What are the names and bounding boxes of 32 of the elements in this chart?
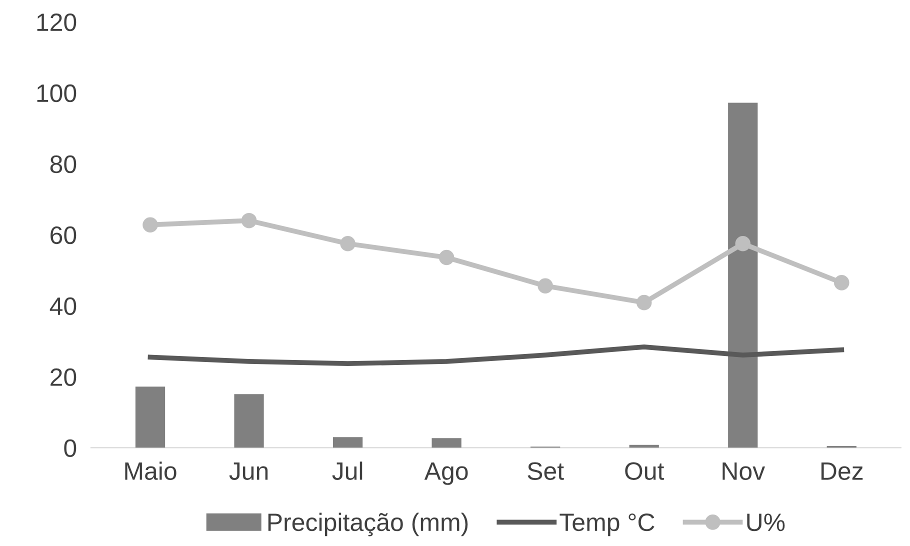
line-series (148, 344, 844, 366)
y-tick-label: 0 (64, 439, 76, 458)
point (438, 250, 454, 266)
bar (332, 437, 363, 448)
y-tick-label: 120 (37, 13, 76, 32)
bar (135, 386, 166, 448)
point (241, 212, 257, 228)
x-tick-label: Nov (722, 462, 766, 480)
legend-label: U% (747, 514, 785, 532)
x-tick-label: Ago (424, 462, 468, 485)
y-tick-label: 100 (37, 84, 76, 102)
point (340, 236, 356, 252)
point (636, 294, 652, 310)
y-tick-label: 60 (50, 226, 76, 244)
point (142, 217, 158, 232)
y-tick-label: 80 (50, 155, 76, 174)
bar (234, 394, 264, 448)
x-tick-label: Jul (332, 462, 362, 480)
legend-label: Precipitação (mm) (268, 512, 468, 536)
x-tick-label: Set (528, 462, 564, 480)
x-tick-label: Out (625, 462, 664, 480)
y-tick-label: 40 (50, 297, 76, 316)
y-tick-label: 20 (50, 368, 76, 386)
x-tick-label: Dez (821, 462, 863, 480)
point (834, 275, 850, 290)
point (735, 236, 751, 252)
point (538, 278, 553, 294)
bar (432, 438, 462, 448)
x-tick-label: Jun (229, 462, 268, 480)
x-tick-label: Maio (125, 462, 176, 480)
legend-label: Temp °C (560, 513, 654, 536)
bar (728, 102, 758, 448)
